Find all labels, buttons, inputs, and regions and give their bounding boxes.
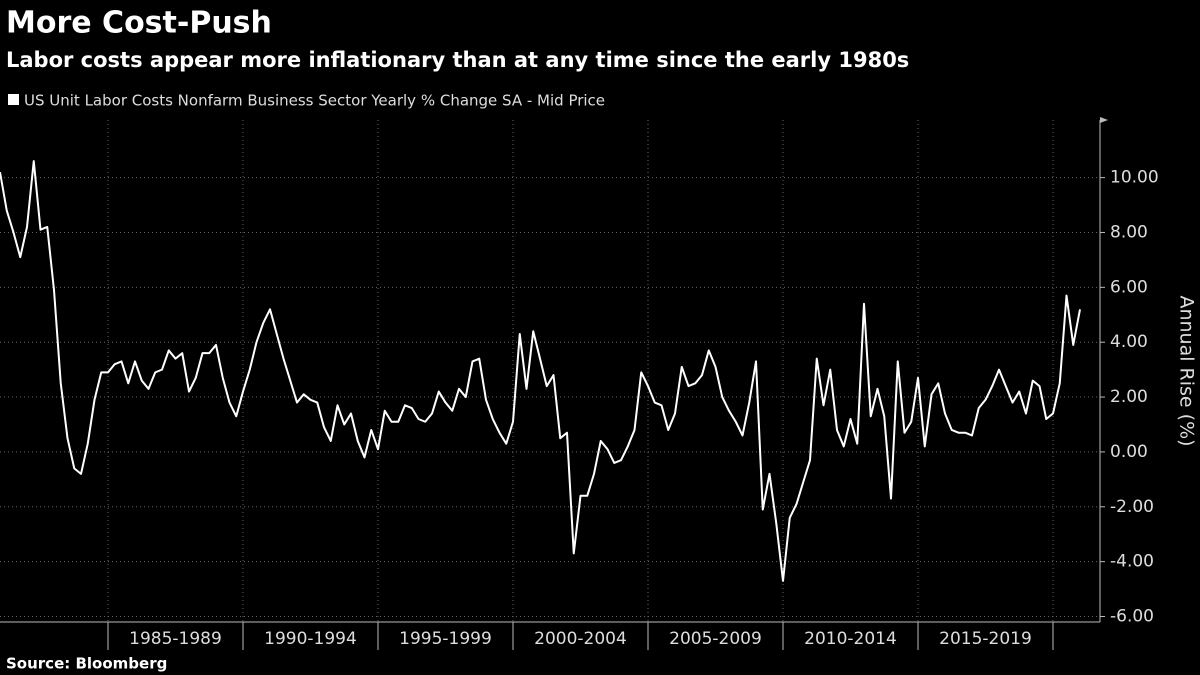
x-tick-label: 1995-1999: [399, 629, 492, 649]
x-tick-label: 2015-2019: [939, 629, 1032, 649]
y-tick-label: 8.00: [1110, 222, 1148, 242]
axis-arrow: [1100, 117, 1108, 123]
chart-subtitle: Labor costs appear more inflationary tha…: [6, 48, 909, 72]
x-tick-label: 1990-1994: [264, 629, 357, 649]
y-tick-label: 10.00: [1110, 168, 1159, 188]
y-tick-label: -4.00: [1110, 552, 1154, 572]
y-tick-label: -6.00: [1110, 607, 1154, 627]
y-tick-label: 4.00: [1110, 332, 1148, 352]
x-tick-label: 1985-1989: [129, 629, 222, 649]
y-axis-title: Annual Rise (%): [1176, 295, 1198, 446]
data-line: [0, 160, 1081, 582]
legend-swatch: [8, 94, 19, 105]
chart-title: More Cost-Push: [6, 6, 272, 41]
y-tick-label: 2.00: [1110, 387, 1148, 407]
y-tick-label: -2.00: [1110, 497, 1154, 517]
source: Source: Bloomberg: [6, 655, 167, 673]
y-tick-label: 6.00: [1110, 277, 1148, 297]
x-tick-label: 2010-2014: [804, 629, 897, 649]
x-tick-label: 2005-2009: [669, 629, 762, 649]
y-tick-label: 0.00: [1110, 442, 1148, 462]
legend-label: US Unit Labor Costs Nonfarm Business Sec…: [24, 92, 605, 110]
x-tick-label: 2000-2004: [534, 629, 627, 649]
